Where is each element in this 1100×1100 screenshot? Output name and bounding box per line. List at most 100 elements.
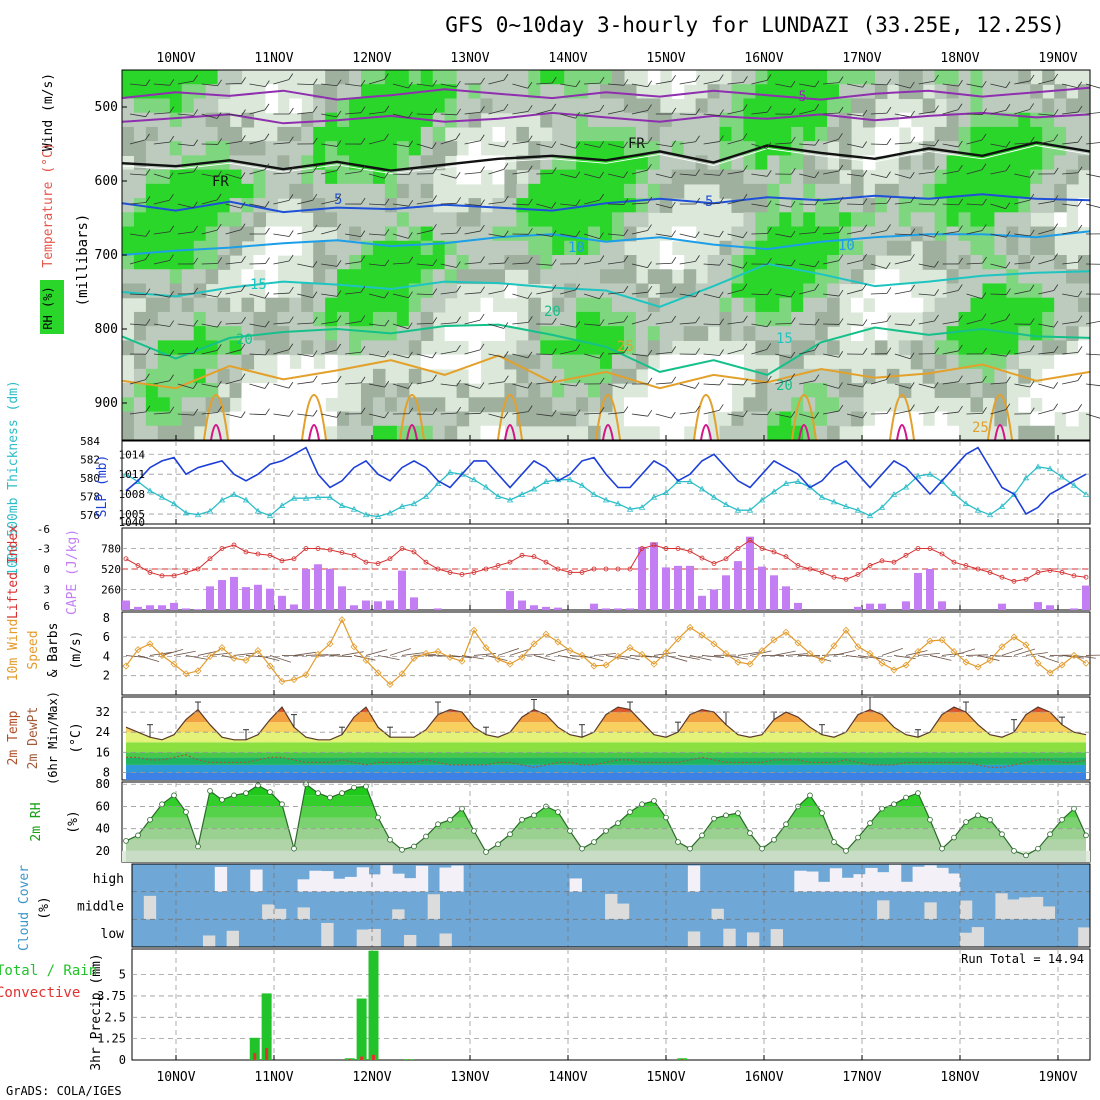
rh-cell — [600, 297, 613, 313]
lifted-index-point — [531, 554, 537, 560]
wind-barb — [129, 83, 146, 87]
rh-cell — [910, 354, 924, 370]
rh-cell — [922, 240, 936, 256]
cloud-cell — [404, 934, 417, 947]
cloud-cell — [368, 874, 381, 892]
wind-barb — [264, 103, 270, 111]
rh-cell — [958, 311, 972, 327]
rh-cell — [145, 155, 159, 171]
wind-speed-point — [494, 655, 502, 663]
rh-cell — [576, 70, 589, 85]
rh-cell — [516, 368, 529, 384]
precip-conv-bar — [372, 1054, 375, 1060]
rh-band — [126, 806, 1086, 818]
cloud-cell — [143, 895, 157, 920]
rh-cell — [253, 212, 267, 228]
wind-barb — [1029, 380, 1035, 388]
rh-cell — [372, 198, 386, 213]
rh-cell — [253, 183, 267, 199]
wind-barb — [695, 169, 700, 176]
rh-cell — [516, 383, 529, 398]
wind-barb — [679, 383, 696, 389]
rh-cell — [588, 212, 601, 228]
rh-cell — [635, 198, 649, 213]
wind-barb — [217, 79, 222, 87]
tick-label: 780 — [101, 543, 121, 556]
wind-barb — [560, 173, 576, 179]
cloud-cell — [321, 871, 334, 892]
rh-cell — [576, 340, 589, 356]
rh-cell — [958, 326, 972, 341]
rh-cell — [1006, 297, 1019, 313]
rh-cell — [564, 255, 577, 270]
wind-barb — [249, 323, 266, 328]
lifted-index-point — [591, 566, 597, 572]
rh-cell — [970, 212, 984, 228]
rh-cell — [1078, 383, 1091, 398]
rh-cell — [767, 212, 780, 228]
rh-cell — [122, 126, 135, 142]
rh-cell — [564, 240, 577, 256]
rh-cell — [743, 126, 756, 142]
rh-cell — [958, 283, 972, 299]
wind-barb — [862, 348, 868, 355]
rh-cell — [480, 98, 494, 114]
rh-point — [639, 801, 645, 808]
wind-barb — [981, 133, 987, 141]
rh-cell — [169, 240, 183, 256]
wind-barb — [607, 261, 624, 265]
wind-barb — [607, 83, 625, 86]
wind-barb — [551, 409, 557, 417]
cape-bar — [938, 601, 946, 610]
tick-label: 80 — [96, 777, 110, 791]
rh-cell — [611, 98, 625, 114]
rh-cell — [659, 411, 673, 427]
axis-label-unit: (%) — [66, 810, 81, 833]
rh-cell — [1030, 297, 1043, 313]
wind-barb — [312, 224, 318, 232]
wind-barb — [870, 379, 887, 385]
wind-speed-point — [518, 653, 526, 661]
rh-cell — [946, 297, 960, 313]
wind-barb — [321, 143, 338, 147]
rh-cell — [420, 311, 434, 327]
cloud-cell — [924, 865, 937, 892]
rh-cell — [229, 383, 243, 398]
rh-cell — [193, 169, 207, 185]
wind-speed-point — [314, 650, 322, 659]
rh-cell — [659, 340, 673, 356]
wind-speed-point — [206, 652, 214, 660]
thickness-point — [1082, 491, 1090, 497]
wind-barb — [917, 652, 940, 656]
wind-barb — [671, 230, 676, 237]
rh-cell — [456, 255, 470, 270]
lifted-index-point — [579, 570, 585, 575]
rh-cell — [982, 255, 995, 270]
rh-cell — [934, 354, 948, 370]
rh-cell — [886, 240, 900, 256]
rh-cell — [611, 112, 625, 128]
axis-label-rh: RH (%) — [41, 286, 55, 329]
wind-barb — [599, 352, 604, 359]
wind-barb — [623, 315, 629, 323]
rh-cell — [480, 425, 494, 441]
rh-cell — [325, 283, 338, 299]
wind-barb — [814, 226, 820, 233]
wind-barb — [894, 233, 911, 236]
wind-barb — [990, 170, 1007, 175]
rh-point — [651, 798, 657, 804]
slp-thickness-panel: 576578580582584101410111008100510401000-… — [6, 380, 1091, 576]
rh-cell — [576, 84, 589, 100]
rh-cell — [827, 240, 840, 256]
wind-barb — [775, 323, 792, 325]
rh-point — [1083, 832, 1089, 839]
wind-barb — [894, 353, 911, 360]
rh-cell — [325, 269, 338, 285]
wind-barb — [1014, 383, 1031, 388]
rh-cell — [611, 240, 625, 256]
wind-barb — [599, 76, 605, 84]
rh-cell — [157, 368, 171, 384]
wind-speed-point — [590, 662, 598, 670]
rh-cell — [408, 326, 422, 341]
rh-cell — [205, 126, 219, 142]
